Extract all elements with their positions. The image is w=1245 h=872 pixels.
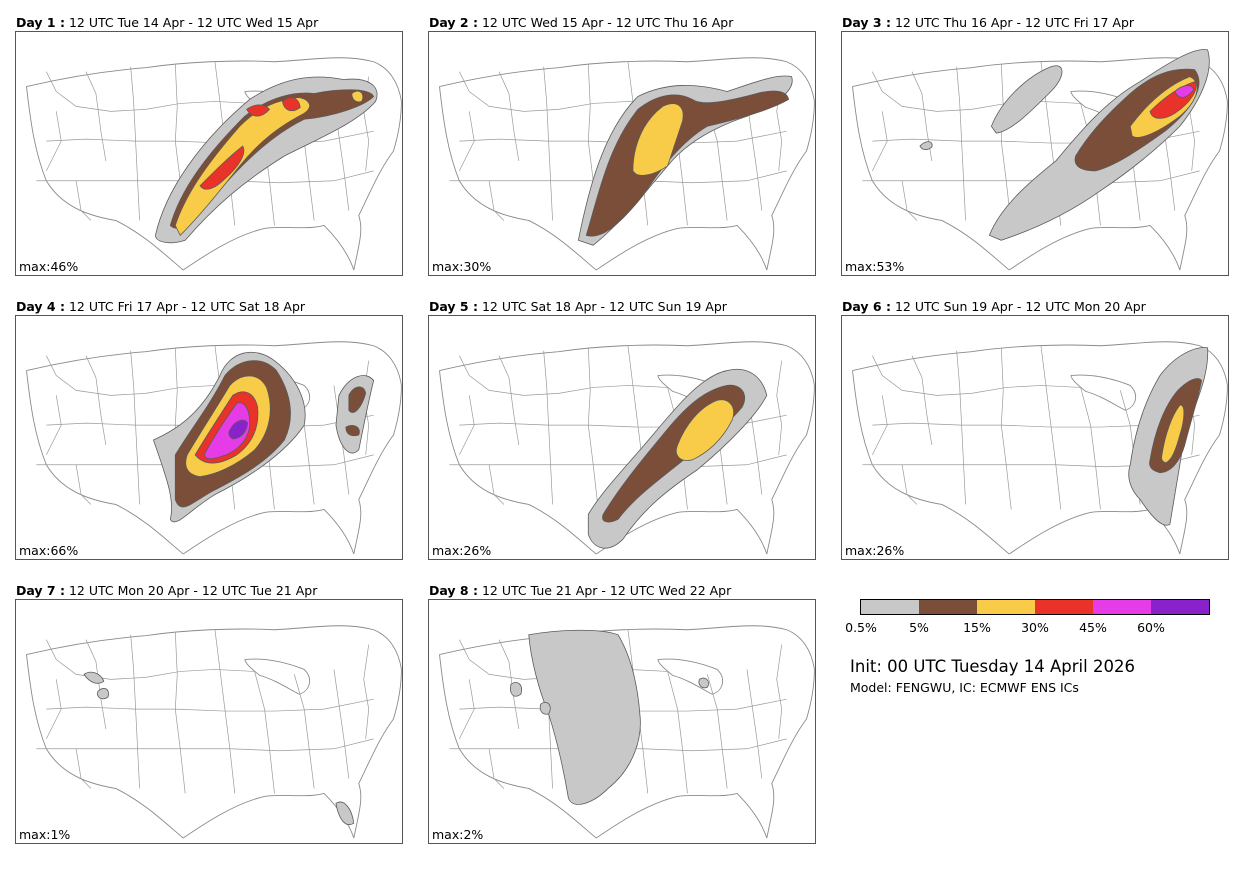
prob-area-45 — [1174, 85, 1195, 98]
period-label: 12 UTC Tue 14 Apr - 12 UTC Wed 15 Apr — [68, 15, 319, 30]
prob-area-15 — [675, 399, 734, 461]
prob-area-0.5 — [528, 629, 641, 805]
prob-area-0.5b — [97, 688, 109, 700]
panel-title-day-6: Day 6 : 12 UTC Sun 19 Apr - 12 UTC Mon 2… — [842, 299, 1146, 314]
max-label: max:1% — [19, 827, 71, 842]
period-label: 12 UTC Thu 16 Apr - 12 UTC Fri 17 Apr — [894, 15, 1135, 30]
day-label: Day 6 : — [842, 299, 891, 314]
map-day-7 — [26, 625, 402, 839]
max-label: max:30% — [432, 259, 492, 274]
panel-title-day-2: Day 2 : 12 UTC Wed 15 Apr - 12 UTC Thu 1… — [429, 15, 733, 30]
map-panel-day-7: max:1% — [15, 599, 403, 844]
legend-tick-5: 5% — [909, 620, 929, 635]
day-label: Day 8 : — [429, 583, 478, 598]
prob-area-15 — [1161, 404, 1185, 464]
legend-tick-60: 60% — [1137, 620, 1165, 635]
map-panel-day-3: max:53% — [841, 31, 1229, 276]
map-panel-day-8: max:2% — [428, 599, 816, 844]
prob-area-30 — [199, 145, 245, 190]
prob-area-15 — [174, 97, 311, 236]
max-label: max:46% — [19, 259, 79, 274]
day-label: Day 1 : — [16, 15, 65, 30]
legend-tick-15: 15% — [963, 620, 991, 635]
map-panel-day-5: max:26% — [428, 315, 816, 560]
map-day-8 — [439, 625, 815, 839]
prob-area-15 — [632, 103, 684, 176]
prob-area-0.5d — [698, 677, 709, 689]
map-day-5 — [439, 341, 815, 555]
prob-area-0.5 — [83, 671, 105, 684]
max-label: max:53% — [845, 259, 905, 274]
model-info-label: Model: FENGWU, IC: ECMWF ENS ICs — [850, 680, 1079, 695]
panel-title-day-4: Day 4 : 12 UTC Fri 17 Apr - 12 UTC Sat 1… — [16, 299, 305, 314]
period-label: 12 UTC Sun 19 Apr - 12 UTC Mon 20 Apr — [894, 299, 1146, 314]
panel-title-day-7: Day 7 : 12 UTC Mon 20 Apr - 12 UTC Tue 2… — [16, 583, 317, 598]
panel-title-day-8: Day 8 : 12 UTC Tue 21 Apr - 12 UTC Wed 2… — [429, 583, 731, 598]
map-panel-day-4: max:66% — [15, 315, 403, 560]
legend-swatch-30 — [1035, 600, 1093, 614]
max-label: max:2% — [432, 827, 484, 842]
map-day-3 — [852, 49, 1228, 271]
prob-area-30c — [281, 97, 301, 112]
color-legend-bar — [860, 599, 1210, 615]
prob-area-5c — [345, 425, 360, 437]
legend-swatch-60 — [1151, 600, 1209, 614]
day-label: Day 5 : — [429, 299, 478, 314]
prob-area-0.5b — [510, 681, 522, 697]
legend-swatch-0.5 — [861, 600, 919, 614]
map-day-1 — [26, 57, 402, 271]
day-label: Day 2 : — [429, 15, 478, 30]
prob-area-0.5b — [335, 375, 375, 454]
legend-swatch-5 — [919, 600, 977, 614]
period-label: 12 UTC Wed 15 Apr - 12 UTC Thu 16 Apr — [481, 15, 734, 30]
legend-swatch-15 — [977, 600, 1035, 614]
max-label: max:66% — [19, 543, 79, 558]
legend-tick-45: 45% — [1079, 620, 1107, 635]
map-panel-day-6: max:26% — [841, 315, 1229, 560]
max-label: max:26% — [845, 543, 905, 558]
panel-title-day-3: Day 3 : 12 UTC Thu 16 Apr - 12 UTC Fri 1… — [842, 15, 1134, 30]
map-day-2 — [439, 57, 815, 271]
prob-area-0.5c — [919, 141, 933, 150]
prob-area-45 — [204, 402, 251, 460]
day-label: Day 4 : — [16, 299, 65, 314]
legend-tick-30: 30% — [1021, 620, 1049, 635]
map-day-4 — [26, 341, 402, 555]
legend-swatch-45 — [1093, 600, 1151, 614]
prob-area-60 — [228, 419, 249, 440]
period-label: 12 UTC Tue 21 Apr - 12 UTC Wed 22 Apr — [481, 583, 732, 598]
prob-area-0.5b — [990, 65, 1063, 134]
map-panel-day-1: max:46% — [15, 31, 403, 276]
panel-title-day-1: Day 1 : 12 UTC Tue 14 Apr - 12 UTC Wed 1… — [16, 15, 318, 30]
max-label: max:26% — [432, 543, 492, 558]
day-label: Day 7 : — [16, 583, 65, 598]
period-label: 12 UTC Sat 18 Apr - 12 UTC Sun 19 Apr — [481, 299, 727, 314]
map-panel-day-2: max:30% — [428, 31, 816, 276]
prob-area-0.5c — [335, 801, 355, 825]
init-time-label: Init: 00 UTC Tuesday 14 April 2026 — [850, 657, 1135, 676]
prob-area-5b — [348, 386, 367, 413]
period-label: 12 UTC Fri 17 Apr - 12 UTC Sat 18 Apr — [68, 299, 306, 314]
prob-area-0.5c — [539, 701, 551, 715]
period-label: 12 UTC Mon 20 Apr - 12 UTC Tue 21 Apr — [68, 583, 318, 598]
panel-title-day-5: Day 5 : 12 UTC Sat 18 Apr - 12 UTC Sun 1… — [429, 299, 727, 314]
legend-tick-0.5: 0.5% — [845, 620, 877, 635]
prob-area-15b — [351, 90, 364, 103]
prob-area-5 — [585, 90, 790, 237]
day-label: Day 3 : — [842, 15, 891, 30]
map-day-6 — [852, 341, 1228, 555]
prob-area-30b — [246, 104, 271, 117]
